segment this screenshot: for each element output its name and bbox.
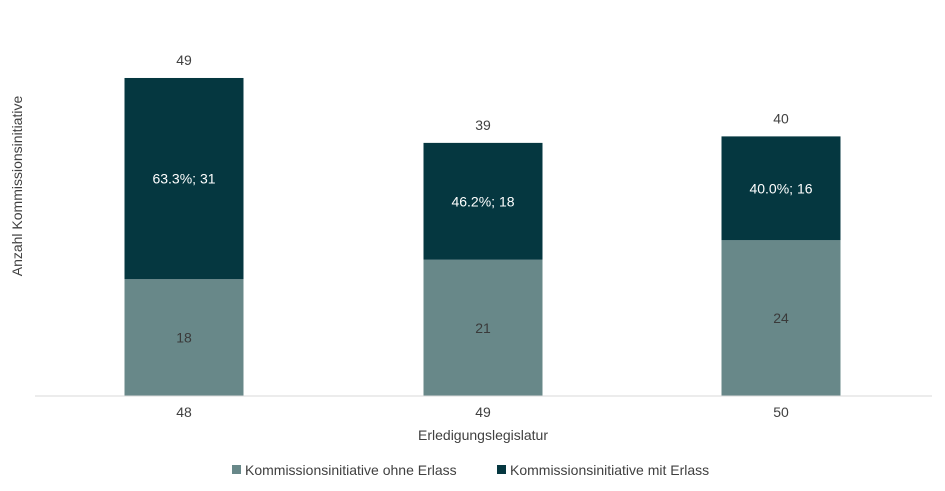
bar-ohne-erlass-50 bbox=[721, 240, 841, 396]
data-label-mit-erlass-50: 40.0%; 16 bbox=[749, 180, 812, 196]
bar-ohne-erlass-48 bbox=[124, 279, 244, 396]
bar-mit-erlass-49 bbox=[423, 142, 543, 260]
legend-swatch-mit-erlass bbox=[497, 465, 506, 474]
x-axis-title: Erledigungslegislatur bbox=[418, 427, 548, 443]
total-label-48: 49 bbox=[176, 52, 192, 68]
x-ticks-group: 48 49 50 bbox=[176, 404, 789, 420]
labels-group: 18 63.3%; 31 49 21 46.2%; 18 39 24 40.0%; 16 40 bbox=[152, 52, 812, 346]
x-tick-label-49: 49 bbox=[475, 404, 491, 420]
total-label-49: 39 bbox=[475, 117, 491, 133]
legend-label-mit-erlass: Kommissionsinitiative mit Erlass bbox=[510, 462, 709, 478]
bar-mit-erlass-50 bbox=[721, 136, 841, 241]
legend-label-ohne-erlass: Kommissionsinitiative ohne Erlass bbox=[245, 462, 457, 478]
x-tick-label-48: 48 bbox=[176, 404, 192, 420]
x-tick-label-50: 50 bbox=[773, 404, 789, 420]
total-label-50: 40 bbox=[773, 110, 789, 126]
y-axis-title: Anzahl Kommissionsinitiative bbox=[9, 96, 25, 277]
bars-group bbox=[124, 77, 841, 396]
bar-mit-erlass-48 bbox=[124, 77, 244, 280]
data-label-ohne-erlass-49: 21 bbox=[475, 320, 491, 336]
data-label-mit-erlass-49: 46.2%; 18 bbox=[451, 193, 514, 209]
data-label-ohne-erlass-50: 24 bbox=[773, 310, 789, 326]
data-label-ohne-erlass-48: 18 bbox=[176, 330, 192, 346]
legend-swatch-ohne-erlass bbox=[232, 465, 241, 474]
data-label-mit-erlass-48: 63.3%; 31 bbox=[152, 171, 215, 187]
bar-ohne-erlass-49 bbox=[423, 259, 543, 396]
legend: Kommissionsinitiative ohne Erlass Kommiss… bbox=[232, 462, 709, 478]
